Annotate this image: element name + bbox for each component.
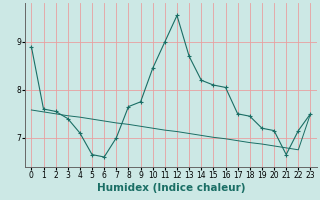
X-axis label: Humidex (Indice chaleur): Humidex (Indice chaleur) bbox=[97, 183, 245, 193]
